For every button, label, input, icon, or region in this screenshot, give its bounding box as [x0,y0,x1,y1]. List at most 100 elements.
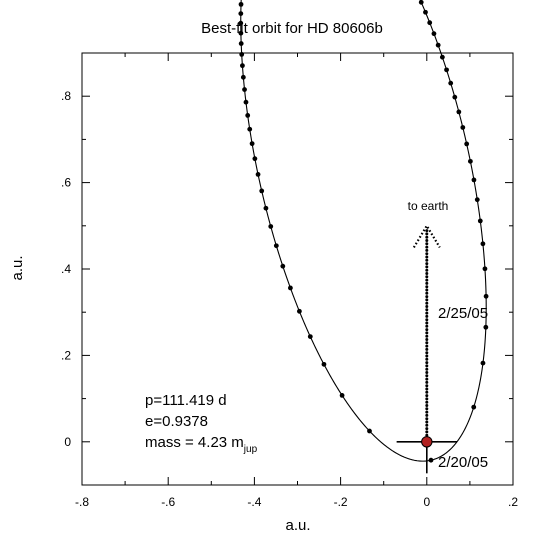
to-earth-arrow-head [412,223,441,248]
y-tick-label: .4 [61,262,71,276]
dotted-line-dot [425,301,429,305]
orbit-point [431,31,437,37]
orbit-point [238,41,244,46]
orbit-point [367,428,372,434]
orbit-point [471,177,477,183]
orbit-point [418,0,424,5]
orbit-point [238,20,244,26]
orbit-point [249,141,255,147]
orbit-point [456,109,462,115]
orbit-point [427,20,433,26]
star-marker [421,436,433,448]
dotted-line-dot [425,344,429,348]
axis-ticks [81,52,514,486]
orbit-point [444,67,449,73]
dotted-line-dot [425,404,429,407]
dotted-line-dot [425,295,429,299]
dotted-line-dot [425,413,429,417]
to-earth-label: to earth [408,199,449,213]
dotted-line-dot [425,311,429,315]
x-tick-label: -.2 [334,495,348,509]
dotted-line-dot [425,255,429,259]
dotted-line-dot [425,371,429,374]
dotted-line-dot [425,394,429,398]
period-label: p=111.419 d [145,392,227,409]
dotted-line-dot [425,242,429,246]
dotted-line-dot [425,298,429,302]
x-tick-label: -.4 [247,495,261,509]
orbit-point [483,293,489,299]
orbit-point [243,99,249,105]
dotted-line-dot [425,281,429,285]
dotted-line-dot [425,328,429,332]
dotted-line-dot [425,235,429,239]
dotted-line-dot [425,275,429,279]
y-tick-label: .8 [61,89,71,103]
orbit-point [483,324,489,330]
dotted-line-dot [425,324,429,328]
dotted-line-dot [425,341,429,345]
orbit-point [242,87,247,92]
dotted-line-dot [425,252,429,256]
dotted-line-dot [425,351,429,355]
dotted-line-dot [425,239,429,242]
dotted-line-dot [425,397,429,401]
orbit-point [460,125,466,130]
orbit-point [452,94,458,100]
orbit-point [480,241,486,247]
dotted-line-dot [425,258,429,262]
x-tick-label: .2 [508,495,518,509]
orbit-point [268,224,274,229]
orbit-point [339,392,345,398]
dotted-line-dot [425,407,429,411]
dotted-line-dot [425,417,429,421]
mass-label: mass = 4.23 mjup [145,434,258,455]
orbit-point [439,54,445,60]
orbit-point [477,218,483,224]
chart-title: Best-fit orbit for HD 80606b [201,20,383,37]
dotted-line-dot [425,318,429,322]
orbit-point [435,42,441,48]
orbit-point [428,457,434,463]
dotted-line-dot [425,430,429,434]
orbit-point [423,9,428,15]
orbit-point [245,113,251,118]
orbit-point [471,404,477,410]
dotted-line-dot [425,338,429,341]
orbit-points [238,0,489,463]
orbit-point [464,141,470,147]
orbit-point [263,205,269,211]
y-tick-label: .2 [61,348,71,362]
orbit-point [239,51,245,57]
dotted-line-dot [425,278,429,282]
dotted-line-dot [425,291,429,295]
dotted-line-dot [425,410,429,414]
x-tick-labels: -.8 -.6 -.4 -.2 0 .2 [75,495,518,509]
dotted-line-dot [425,354,429,358]
orbit-point [238,11,244,16]
orbit-point [252,156,258,162]
orbit-point [240,63,245,69]
date-label-lower: 2/20/05 [438,454,488,471]
mass-label-subscript: jup [243,444,258,455]
orbit-point [273,243,279,249]
dotted-line-dot [425,245,429,249]
dotted-line-dot [425,357,429,361]
dotted-line-dot [425,420,429,424]
dotted-line-dot [425,334,429,338]
orbit-point [238,30,244,36]
dotted-line-dot [425,285,429,289]
dotted-line-dot [425,305,429,308]
mass-label-main: mass = 4.23 m [145,434,244,451]
orbit-point [448,80,454,86]
dotted-line-dot [425,384,429,388]
dotted-line-dot [425,361,429,365]
dotted-line-dot [425,377,429,381]
eccentricity-label: e=0.9378 [145,413,208,430]
x-tick-label: 0 [423,495,430,509]
orbit-point [259,188,265,194]
orbit-point [255,172,261,177]
dotted-line-dot [425,433,429,437]
dotted-line-dot [425,367,429,371]
